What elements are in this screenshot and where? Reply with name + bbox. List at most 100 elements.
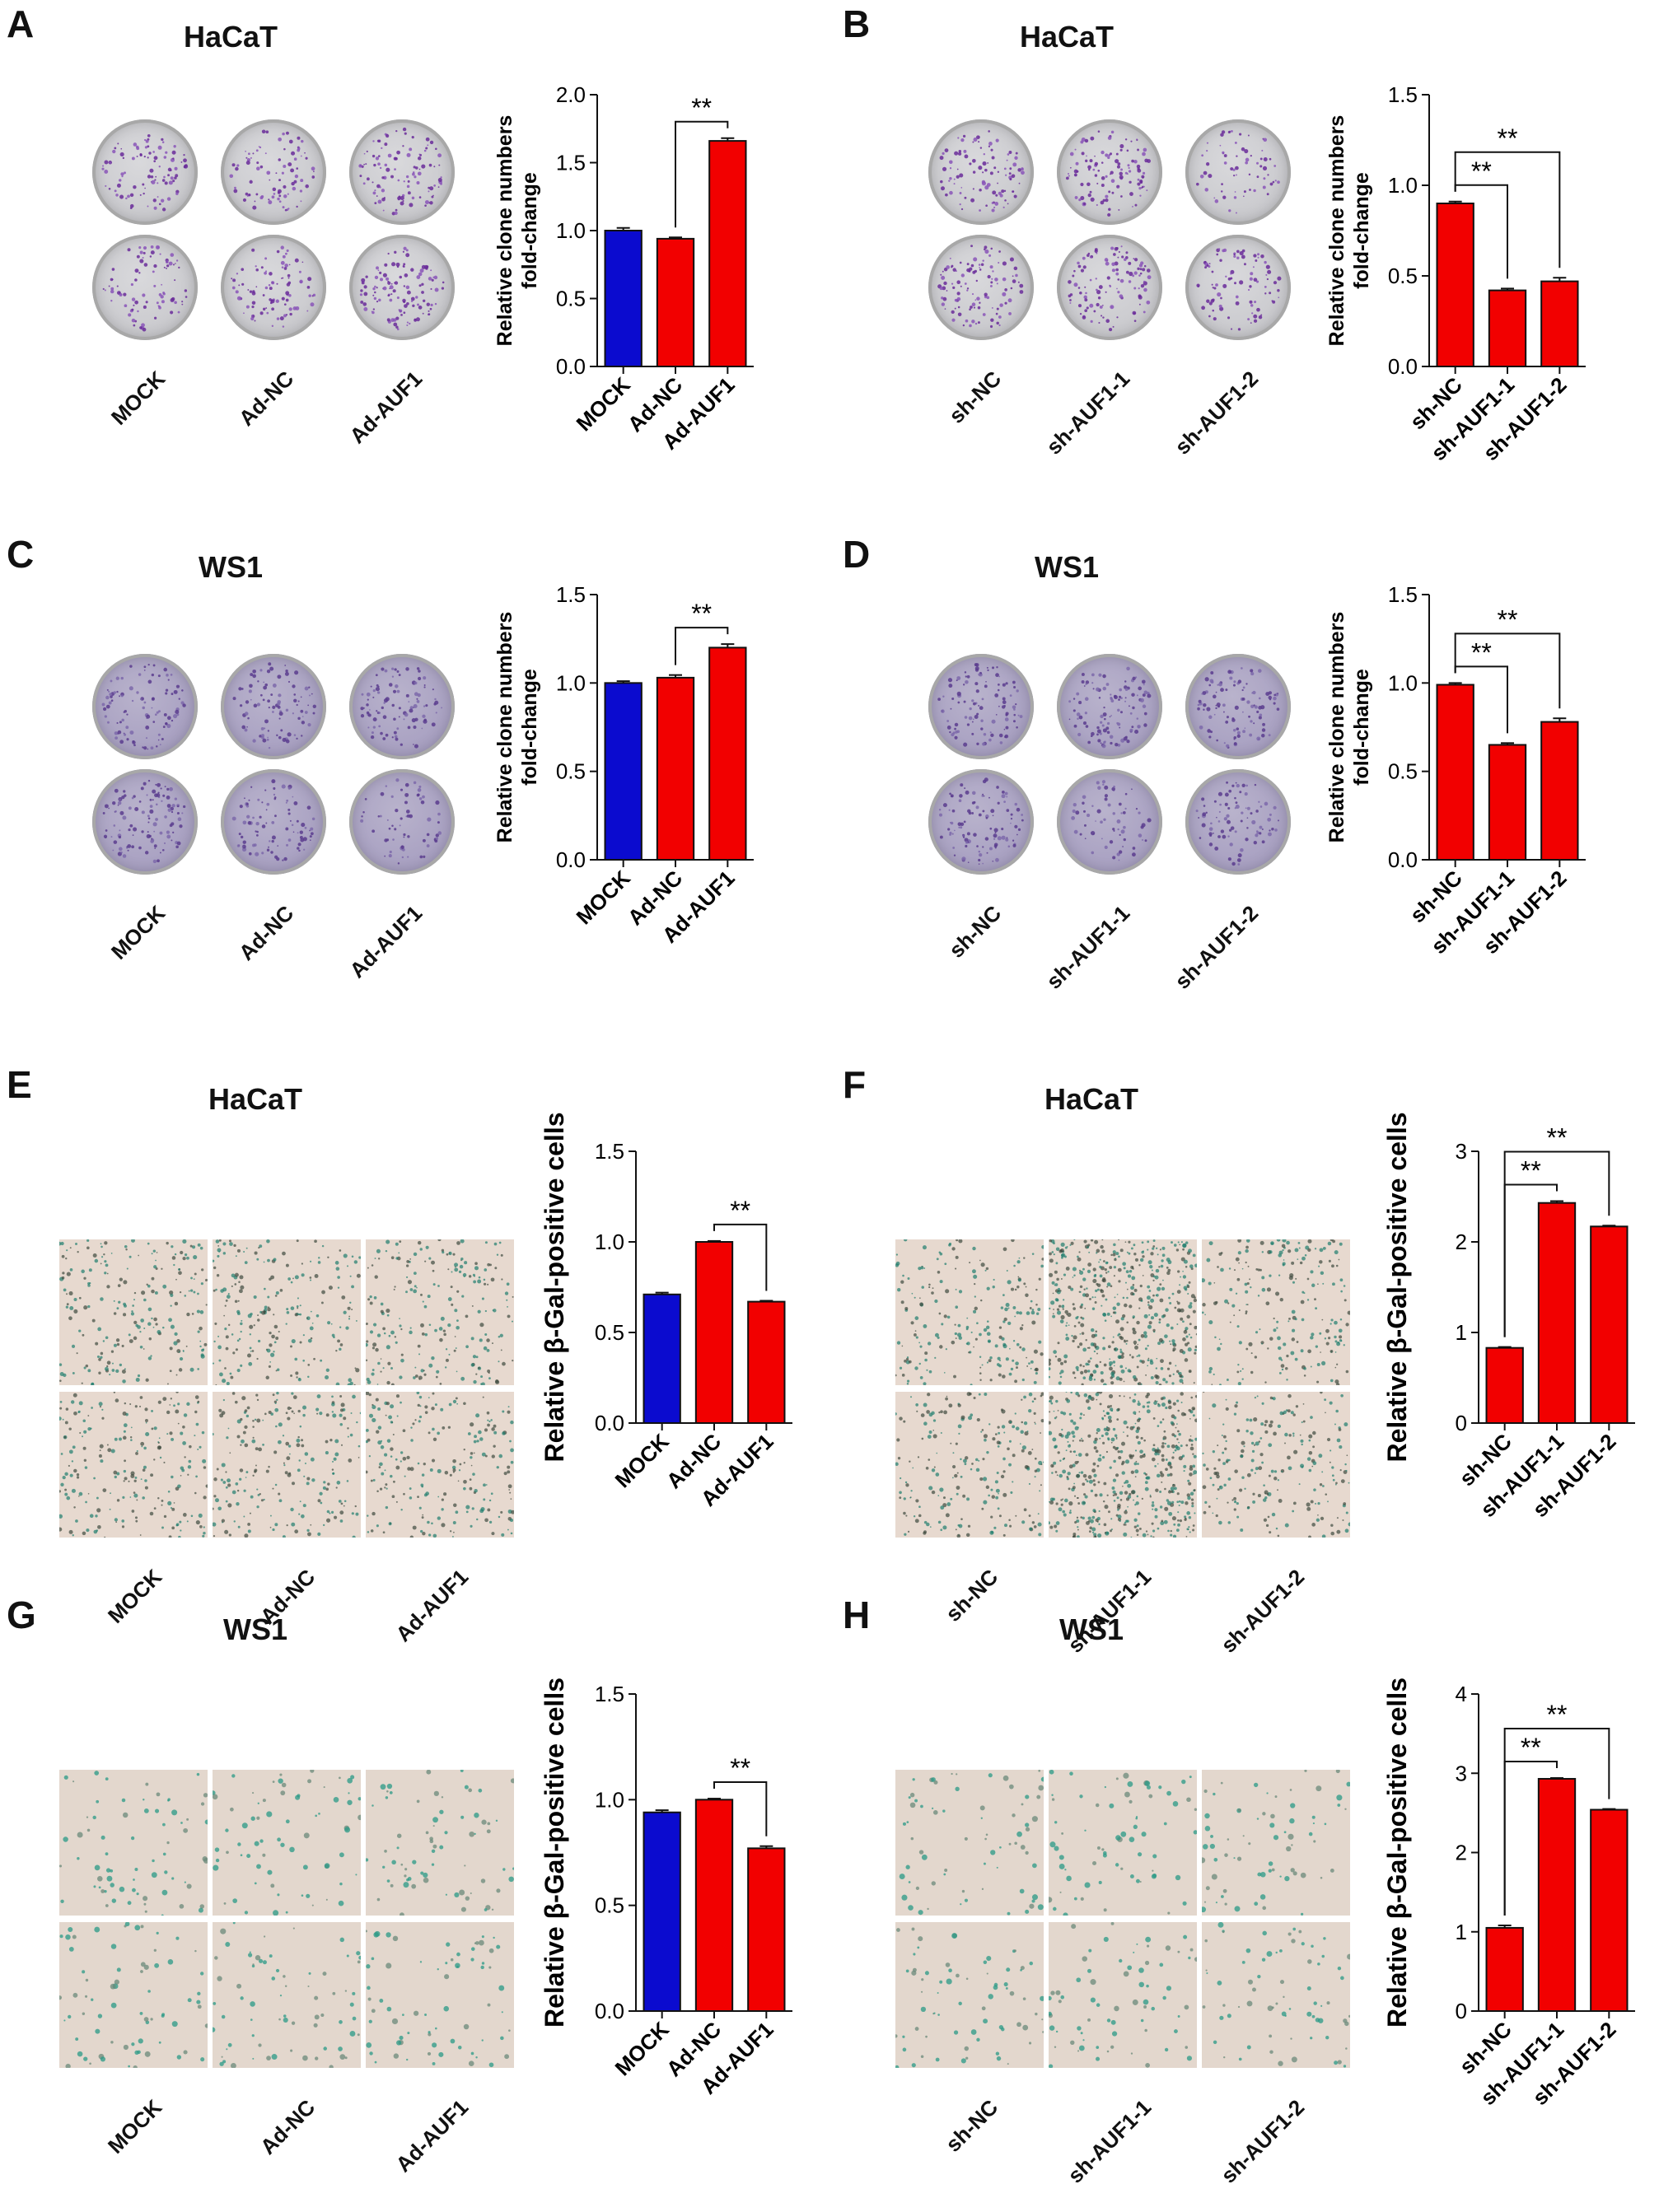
y-tick-label: 1.5 bbox=[556, 582, 586, 607]
group-label: MOCK bbox=[54, 901, 171, 1018]
y-tick-label: 0.5 bbox=[556, 759, 586, 784]
colony-dots bbox=[928, 654, 1034, 759]
y-tick-label: 0.5 bbox=[1388, 759, 1418, 784]
y-axis-label-line: Relative clone numbers bbox=[493, 115, 516, 347]
bar-sh-auf1-1 bbox=[1539, 1779, 1575, 2011]
panel-letter: A bbox=[7, 2, 34, 46]
y-tick-label: 1.0 bbox=[556, 218, 586, 243]
stained-cells bbox=[366, 1922, 514, 2068]
colony-dots bbox=[1185, 235, 1291, 340]
culture-plate-image bbox=[928, 235, 1034, 340]
colony-dots bbox=[349, 235, 455, 340]
y-axis-label: Relative β-Gal-positive cells bbox=[540, 1678, 569, 2028]
cell-line-title: HaCaT bbox=[148, 20, 313, 54]
y-tick-label: 3 bbox=[1456, 1761, 1467, 1785]
bar-ad-auf1 bbox=[748, 1302, 784, 1423]
stained-cells bbox=[1202, 1770, 1350, 1916]
colony-dots bbox=[349, 769, 455, 875]
culture-plate-image bbox=[349, 119, 455, 225]
y-tick-label: 1 bbox=[1456, 1920, 1467, 1944]
culture-plate-image bbox=[221, 119, 326, 225]
y-tick-label: 4 bbox=[1456, 1682, 1467, 1706]
culture-plate-image bbox=[349, 654, 455, 759]
cell-line-title: HaCaT bbox=[1009, 1082, 1174, 1117]
culture-plate-image bbox=[928, 119, 1034, 225]
y-tick-label: 1 bbox=[1456, 1320, 1467, 1345]
stained-cells bbox=[59, 1239, 208, 1385]
group-label: Ad-AUF1 bbox=[311, 366, 428, 483]
micrograph-image bbox=[366, 1922, 514, 2068]
colony-dots bbox=[1185, 654, 1291, 759]
significance-label: ** bbox=[1498, 604, 1518, 634]
y-tick-label: 2 bbox=[1456, 1230, 1467, 1254]
colony-dots bbox=[1057, 119, 1162, 225]
significance-label: ** bbox=[1547, 1700, 1568, 1729]
bar-ad-auf1 bbox=[709, 141, 745, 366]
culture-plate-image bbox=[349, 769, 455, 875]
y-axis-label-line: fold-change bbox=[1350, 172, 1373, 289]
group-label: sh-AUF1-1 bbox=[1018, 901, 1135, 1018]
bar-chart: Relative clone numbersfold-change0.00.51… bbox=[1339, 0, 1586, 494]
micrograph-image bbox=[1049, 1770, 1197, 1916]
y-tick-label: 1.5 bbox=[556, 151, 586, 175]
colony-dots bbox=[928, 119, 1034, 225]
culture-plate-image bbox=[92, 119, 198, 225]
y-axis-label: Relative clone numbersfold-change bbox=[1325, 612, 1373, 843]
bar-sh-auf1-2 bbox=[1591, 1226, 1627, 1423]
stained-cells bbox=[1049, 1239, 1197, 1385]
y-tick-label: 0.5 bbox=[556, 287, 586, 311]
micrograph-image bbox=[1202, 1770, 1350, 1916]
micrograph-image bbox=[1202, 1392, 1350, 1538]
y-tick-label: 0.0 bbox=[1388, 354, 1418, 379]
stained-cells bbox=[59, 1770, 208, 1916]
culture-plate-image bbox=[92, 654, 198, 759]
x-tick-label: MOCK bbox=[610, 1429, 675, 1493]
y-tick-label: 0.0 bbox=[556, 354, 586, 379]
colony-dots bbox=[349, 119, 455, 225]
micrograph-image bbox=[1049, 1922, 1197, 2068]
bar-chart: Relative clone numbersfold-change0.00.51… bbox=[507, 530, 754, 1024]
micrograph-image bbox=[895, 1239, 1044, 1385]
culture-plate-image bbox=[1057, 769, 1162, 875]
panel-letter: E bbox=[7, 1062, 32, 1107]
group-label: sh-AUF1-1 bbox=[1040, 2095, 1157, 2212]
stained-cells bbox=[1049, 1922, 1197, 2068]
stained-cells bbox=[213, 1922, 361, 2068]
culture-plate-image bbox=[928, 769, 1034, 875]
y-tick-label: 1.5 bbox=[595, 1139, 624, 1164]
y-tick-label: 1.0 bbox=[595, 1230, 624, 1254]
micrograph-image bbox=[59, 1392, 208, 1538]
y-axis-label: Relative β-Gal-positive cells bbox=[1382, 1678, 1412, 2028]
y-axis-label-line: Relative clone numbers bbox=[493, 612, 516, 843]
culture-plate-image bbox=[92, 235, 198, 340]
micrograph-image bbox=[895, 1922, 1044, 2068]
y-tick-label: 0 bbox=[1456, 1411, 1467, 1435]
panel-letter: B bbox=[843, 2, 870, 46]
cell-line-title: HaCaT bbox=[984, 20, 1149, 54]
panel-letter: C bbox=[7, 532, 34, 576]
y-axis-label: Relative β-Gal-positive cells bbox=[1382, 1112, 1412, 1462]
bar-ad-auf1 bbox=[709, 647, 745, 860]
culture-plate-image bbox=[1057, 235, 1162, 340]
y-tick-label: 0.0 bbox=[556, 847, 586, 872]
significance-label: ** bbox=[1521, 1156, 1541, 1186]
culture-plate-image bbox=[928, 654, 1034, 759]
micrograph-image bbox=[59, 1770, 208, 1916]
panel-letter: D bbox=[843, 532, 870, 576]
bar-chart: Relative clone numbersfold-change0.00.51… bbox=[1339, 530, 1586, 1024]
culture-plate-image bbox=[92, 769, 198, 875]
bar-ad-nc bbox=[696, 1799, 732, 2011]
micrograph-image bbox=[366, 1392, 514, 1538]
group-label: sh-NC bbox=[890, 901, 1007, 1018]
y-tick-label: 2 bbox=[1456, 1841, 1467, 1865]
significance-label: ** bbox=[730, 1753, 750, 1783]
y-tick-label: 1.0 bbox=[1388, 173, 1418, 198]
cell-line-title: WS1 bbox=[148, 550, 313, 585]
bar-sh-nc bbox=[1487, 1928, 1523, 2011]
